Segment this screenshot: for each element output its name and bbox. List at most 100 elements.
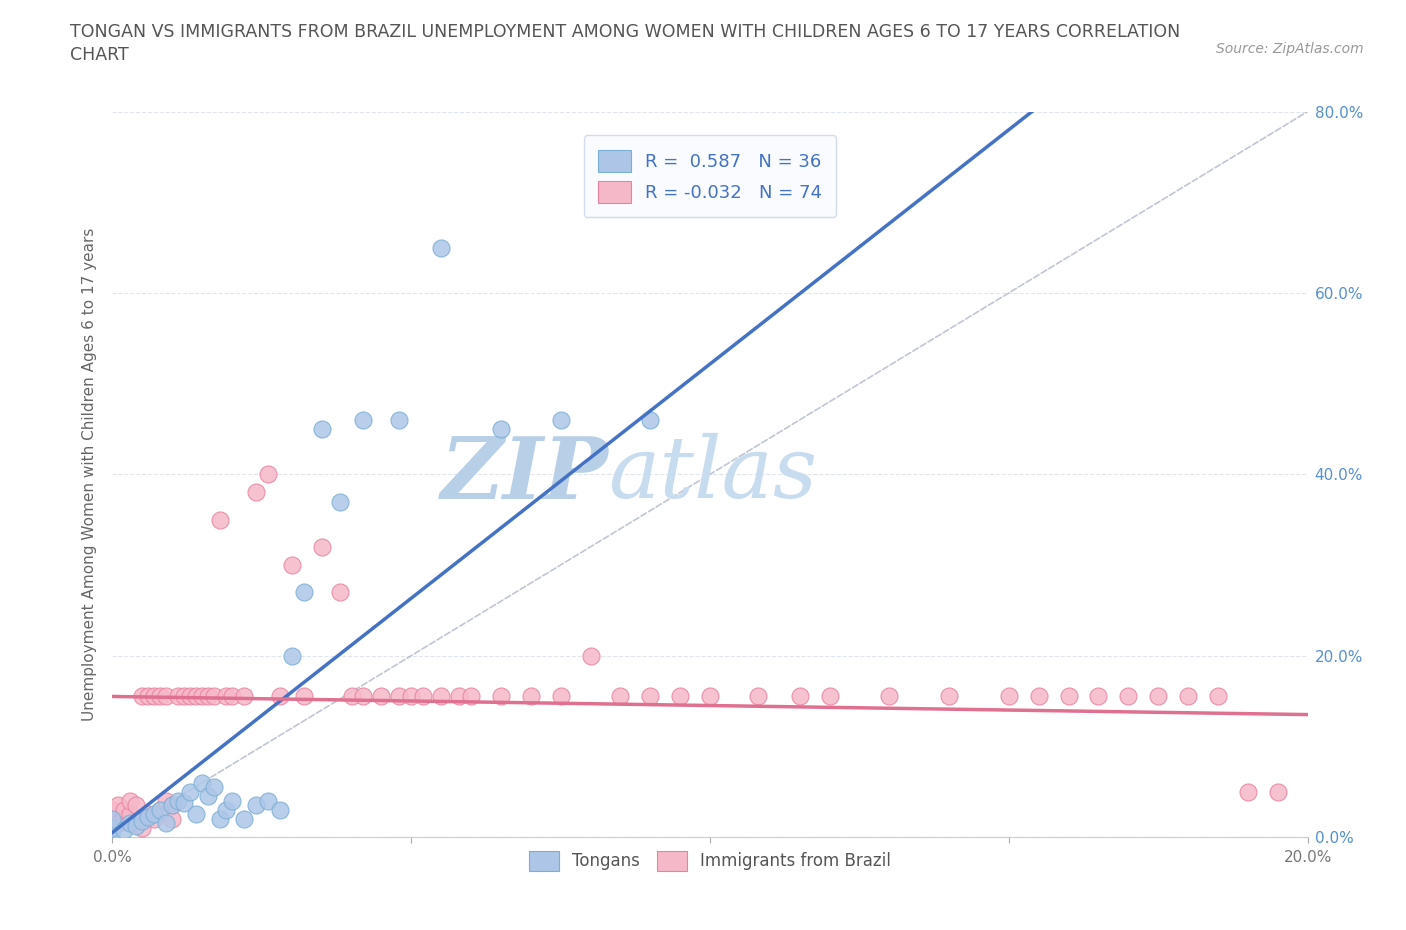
Point [162, 798, 183, 813]
Point [179, 784, 201, 799]
Text: ZIP: ZIP [440, 432, 609, 516]
Point [114, 803, 135, 817]
Point [669, 689, 692, 704]
Point [292, 585, 315, 600]
Point [430, 689, 453, 704]
Point [353, 413, 375, 428]
Point [197, 689, 219, 704]
Point [233, 811, 256, 827]
Point [221, 793, 243, 808]
Point [101, 825, 124, 840]
Point [550, 413, 572, 428]
Point [489, 421, 512, 436]
Point [120, 807, 142, 822]
Point [818, 689, 841, 704]
Point [101, 820, 124, 835]
Point [186, 689, 208, 704]
Point [143, 807, 166, 822]
Point [155, 689, 177, 704]
Point [388, 689, 411, 704]
Point [1206, 689, 1229, 704]
Point [640, 413, 662, 428]
Point [107, 816, 129, 830]
Text: TONGAN VS IMMIGRANTS FROM BRAZIL UNEMPLOYMENT AMONG WOMEN WITH CHILDREN AGES 6 T: TONGAN VS IMMIGRANTS FROM BRAZIL UNEMPLO… [70, 23, 1181, 41]
Point [489, 689, 512, 704]
Point [329, 585, 352, 600]
Point [353, 689, 375, 704]
Point [197, 789, 219, 804]
Point [138, 807, 160, 822]
Point [162, 798, 183, 813]
Point [550, 689, 572, 704]
Point [1147, 689, 1170, 704]
Point [269, 689, 291, 704]
Point [281, 648, 304, 663]
Point [245, 485, 267, 500]
Text: Source: ZipAtlas.com: Source: ZipAtlas.com [1216, 42, 1364, 56]
Point [191, 776, 214, 790]
Point [1028, 689, 1050, 704]
Point [370, 689, 392, 704]
Point [202, 779, 225, 794]
Point [789, 689, 811, 704]
Point [125, 816, 148, 830]
Point [269, 803, 291, 817]
Point [1087, 689, 1109, 704]
Point [138, 810, 160, 825]
Point [257, 467, 280, 482]
Point [155, 816, 177, 830]
Point [120, 816, 142, 830]
Point [149, 803, 172, 817]
Point [640, 689, 662, 704]
Point [107, 798, 129, 813]
Point [162, 811, 183, 827]
Point [221, 689, 243, 704]
Point [149, 689, 172, 704]
Point [131, 813, 153, 828]
Point [186, 807, 208, 822]
Point [209, 512, 232, 527]
Point [292, 689, 315, 704]
Point [1118, 689, 1140, 704]
Point [430, 240, 453, 255]
Point [191, 689, 214, 704]
Point [460, 689, 482, 704]
Point [114, 811, 135, 827]
Text: atlas: atlas [609, 433, 817, 515]
Point [1267, 784, 1289, 799]
Point [209, 811, 232, 827]
Point [138, 689, 160, 704]
Point [1177, 689, 1199, 704]
Point [131, 689, 153, 704]
Point [167, 793, 190, 808]
Point [1057, 689, 1080, 704]
Point [388, 413, 411, 428]
Point [215, 689, 238, 704]
Point [202, 689, 225, 704]
Point [998, 689, 1021, 704]
Point [281, 558, 304, 573]
Point [173, 689, 195, 704]
Point [747, 689, 769, 704]
Point [143, 811, 166, 827]
Y-axis label: Unemployment Among Women with Children Ages 6 to 17 years: Unemployment Among Women with Children A… [82, 228, 97, 721]
Text: CHART: CHART [70, 46, 129, 64]
Point [149, 803, 172, 817]
Point [401, 689, 423, 704]
Point [412, 689, 434, 704]
Point [143, 689, 166, 704]
Point [173, 795, 195, 810]
Point [311, 539, 333, 554]
Point [699, 689, 721, 704]
Point [520, 689, 543, 704]
Point [125, 798, 148, 813]
Point [101, 803, 124, 817]
Point [879, 689, 901, 704]
Point [101, 807, 124, 822]
Point [311, 421, 333, 436]
Point [167, 689, 190, 704]
Legend: R =  0.587   N = 36, R = -0.032   N = 74: R = 0.587 N = 36, R = -0.032 N = 74 [583, 135, 837, 217]
Point [101, 811, 124, 827]
Point [101, 816, 124, 830]
Point [449, 689, 471, 704]
